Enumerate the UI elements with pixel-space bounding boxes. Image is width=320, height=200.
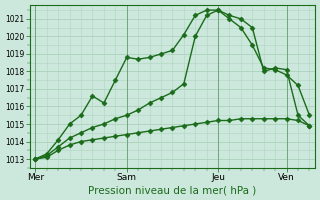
X-axis label: Pression niveau de la mer( hPa ): Pression niveau de la mer( hPa ) [88, 185, 257, 195]
